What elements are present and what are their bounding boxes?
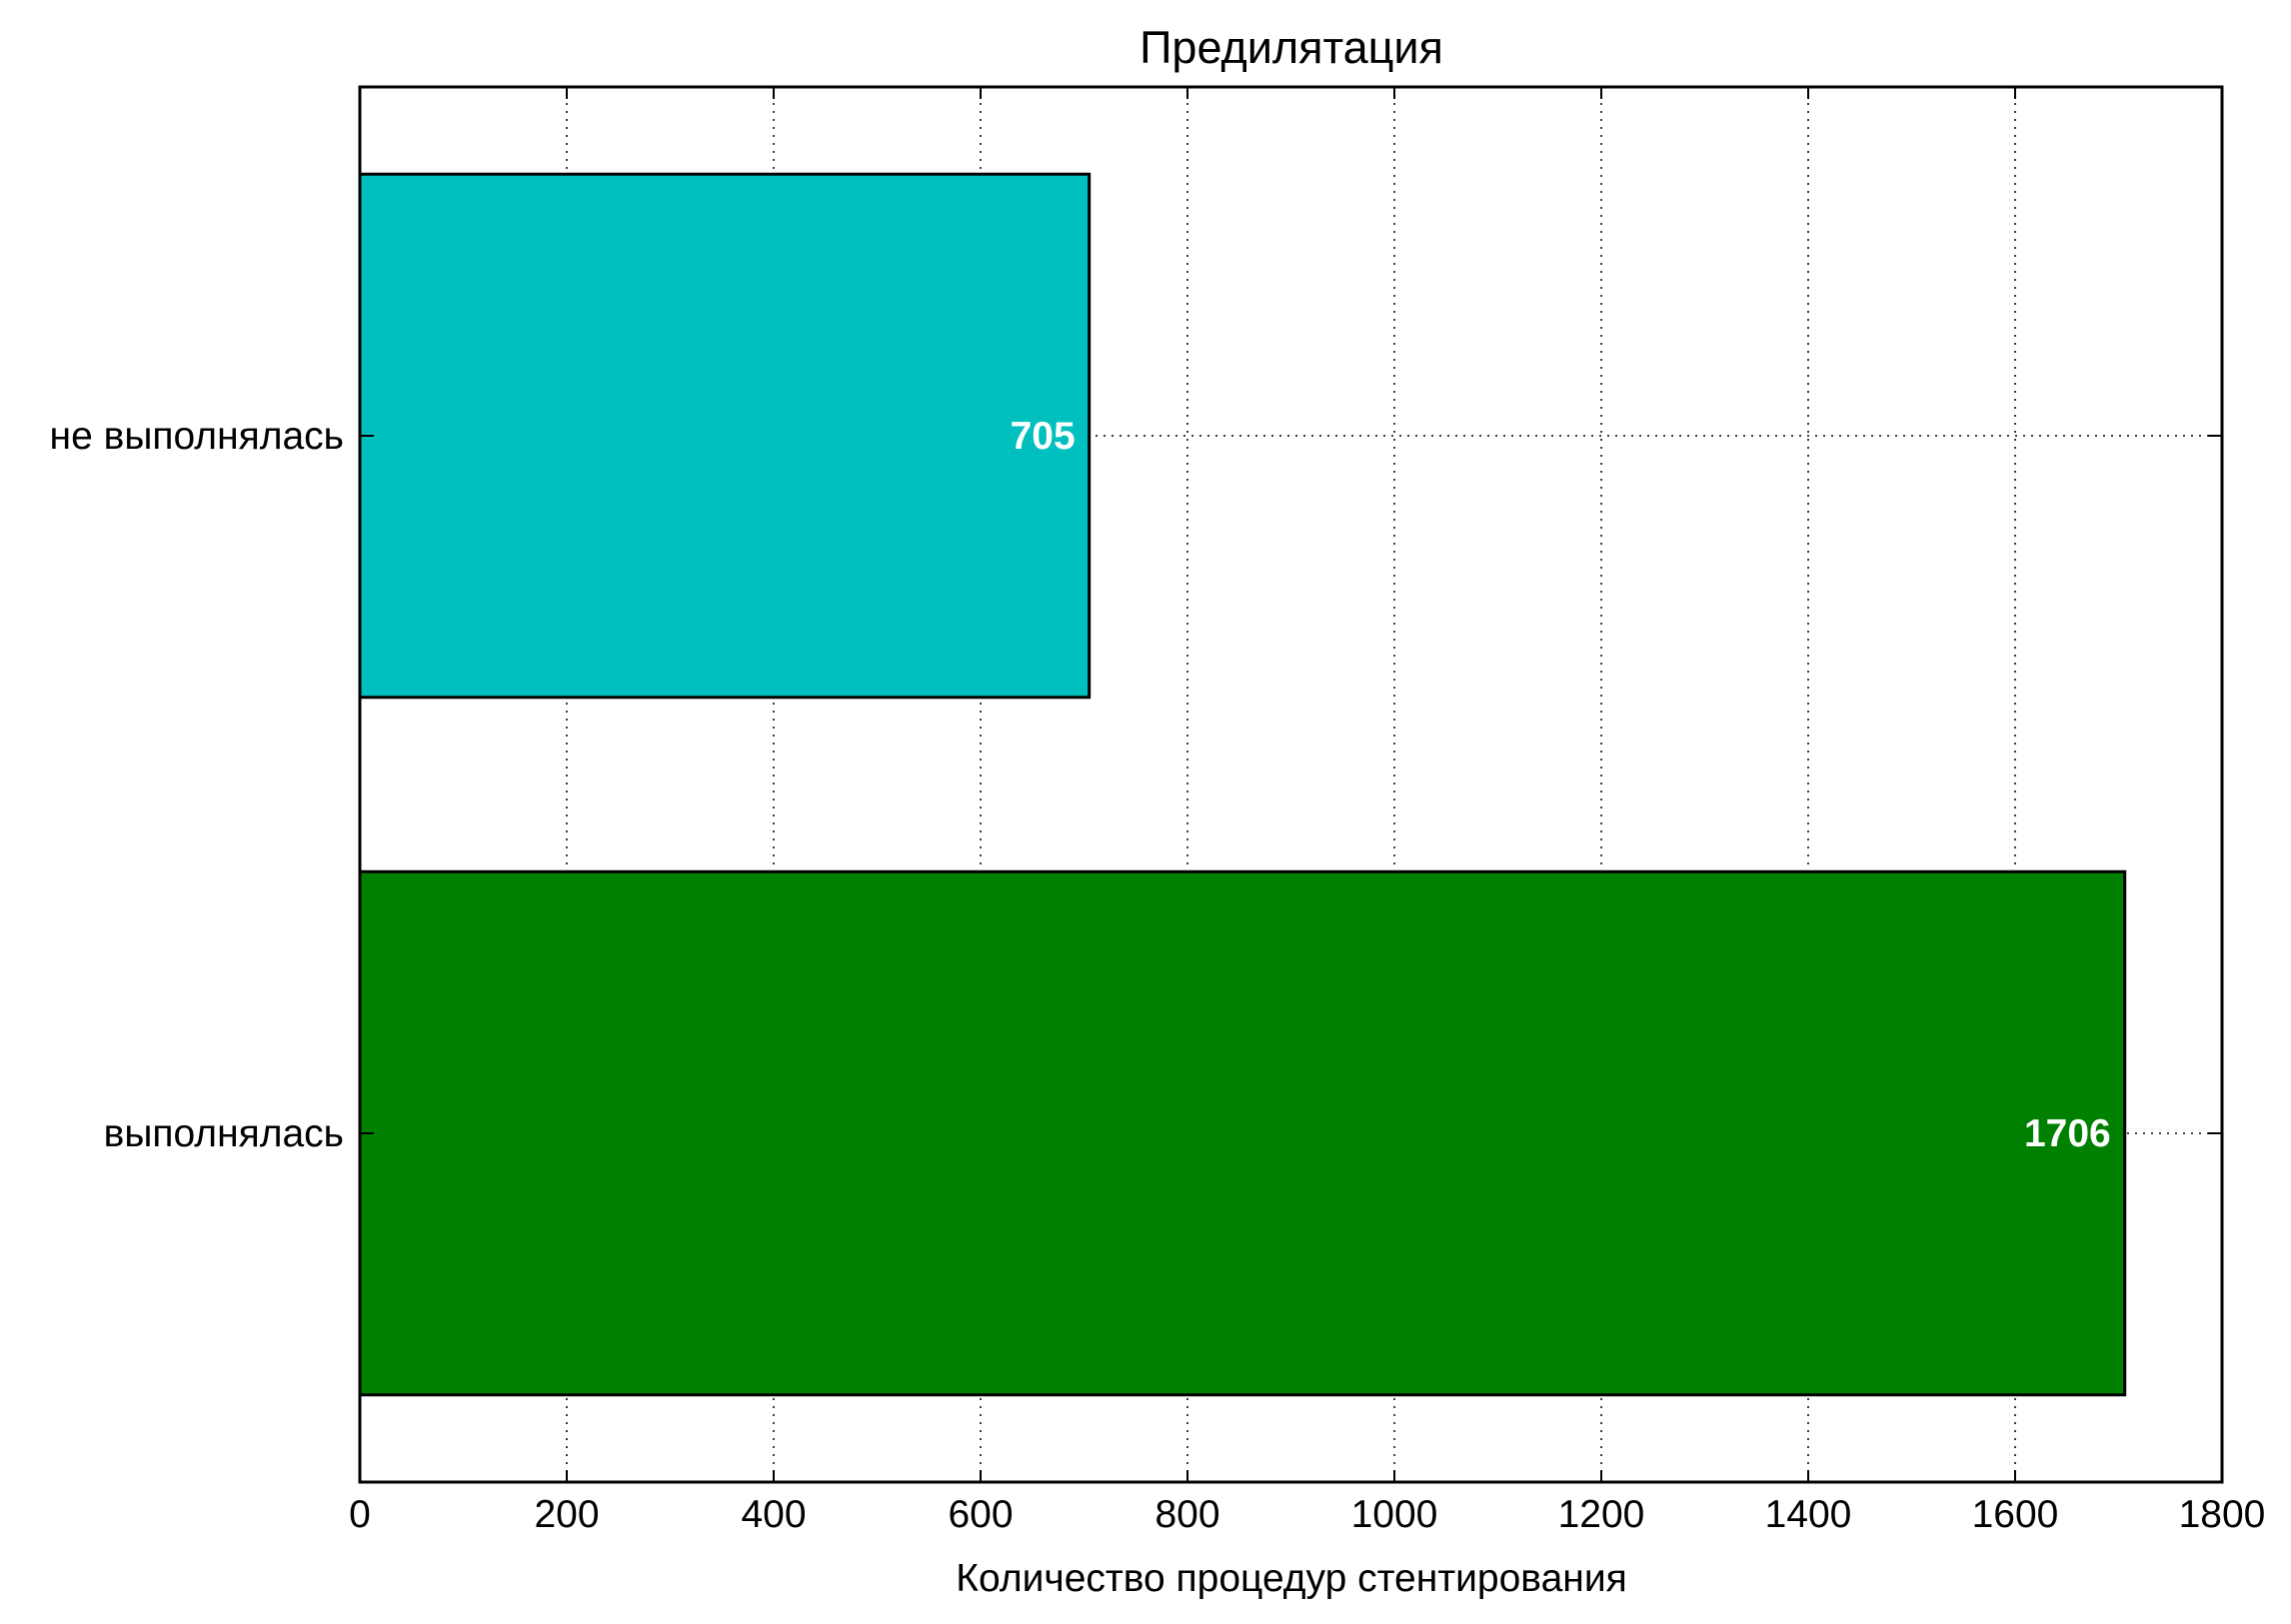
x-tick-label: 800 (1154, 1493, 1219, 1536)
x-tick-label: 1200 (1558, 1493, 1645, 1536)
x-tick-label: 0 (349, 1493, 371, 1536)
y-category-label: не выполнялась (50, 415, 344, 458)
bar (358, 172, 1092, 700)
x-tick-label: 400 (741, 1493, 806, 1536)
x-tick-label: 600 (948, 1493, 1013, 1536)
y-category-label: выполнялась (104, 1112, 344, 1155)
bar (358, 869, 2127, 1397)
bar-value-label: 705 (1011, 415, 1076, 458)
bar-value-label: 1706 (2024, 1112, 2111, 1155)
ticks (359, 87, 2223, 1482)
plot-frame (358, 85, 2224, 1484)
chart-title: Предилятация (1140, 22, 1443, 73)
data-labels: 705 1706 (1011, 415, 2111, 1155)
bars (358, 172, 2127, 1397)
x-axis-label: Количество процедур стентирования (956, 1557, 1626, 1600)
category-labels: не выполнялась выполнялась (50, 415, 344, 1155)
x-tick-label: 1400 (1765, 1493, 1852, 1536)
x-tick-labels: 0 200 400 600 800 1000 1200 1400 1600 1800 (349, 1493, 2265, 1536)
x-tick-label: 200 (534, 1493, 599, 1536)
x-tick-label: 1000 (1351, 1493, 1438, 1536)
x-tick-label: 1800 (2179, 1493, 2266, 1536)
x-tick-label: 1600 (1972, 1493, 2059, 1536)
